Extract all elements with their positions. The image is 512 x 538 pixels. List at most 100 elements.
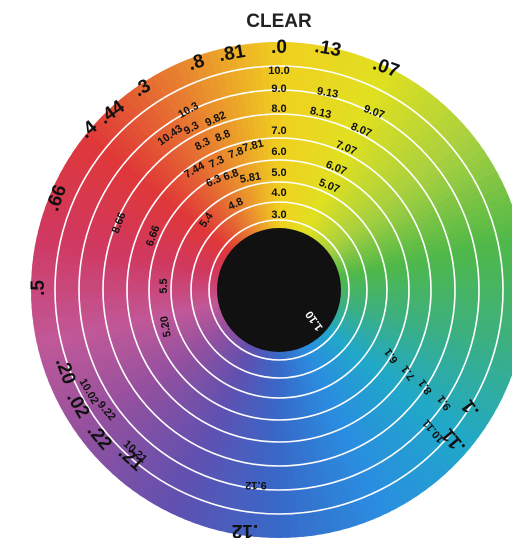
ring-label: 8.0 bbox=[271, 103, 286, 115]
hue-wedge bbox=[279, 290, 467, 466]
hue-wedge bbox=[279, 185, 512, 290]
hue-wedge bbox=[279, 290, 407, 512]
wheel-title: CLEAR bbox=[246, 11, 312, 32]
hue-wedge bbox=[85, 290, 279, 460]
hue-wedge bbox=[70, 290, 279, 440]
ring-9 bbox=[78, 89, 480, 491]
hue-wedge bbox=[35, 290, 280, 362]
hue-wedge bbox=[279, 290, 461, 472]
hue-wedge bbox=[116, 290, 279, 489]
hue-wedge bbox=[191, 51, 279, 290]
hue-wedge bbox=[233, 42, 279, 290]
hue-wedge bbox=[31, 290, 279, 328]
value-label: 5.81 bbox=[239, 170, 262, 186]
hue-wedge bbox=[31, 290, 279, 336]
hue-wedge bbox=[80, 290, 280, 453]
hue-wedge bbox=[279, 290, 421, 504]
hue-wedge bbox=[91, 114, 279, 291]
hue-wedge bbox=[159, 64, 279, 290]
ring-label: 10.0 bbox=[268, 65, 289, 77]
rim-label: .13 bbox=[313, 36, 343, 61]
hue-wedge bbox=[279, 290, 325, 538]
hue-wedge bbox=[241, 42, 279, 290]
hue-wedge bbox=[279, 290, 473, 460]
hue-wedge bbox=[279, 226, 512, 290]
hue-wedge bbox=[279, 91, 442, 291]
hue-wedge bbox=[267, 42, 282, 290]
ring-label: 1.0 bbox=[271, 230, 286, 242]
hue-wedges bbox=[31, 42, 512, 538]
hue-wedge bbox=[279, 290, 435, 494]
hue-wedge bbox=[279, 170, 505, 290]
hue-wedge bbox=[279, 290, 367, 529]
hue-wedge bbox=[279, 290, 414, 508]
hue-wedge bbox=[279, 290, 442, 489]
hue-wedge bbox=[80, 127, 280, 290]
hue-wedge bbox=[279, 290, 478, 453]
ring-label: 4.0 bbox=[271, 187, 286, 199]
hue-wedge bbox=[75, 290, 279, 446]
hue-wedge bbox=[49, 290, 280, 402]
hue-wedge bbox=[279, 244, 512, 290]
ring-label: 3.0 bbox=[271, 209, 286, 221]
hue-wedge bbox=[43, 290, 279, 387]
hue-wedge bbox=[40, 290, 279, 378]
hue-wedge bbox=[65, 290, 279, 432]
hue-wedge bbox=[144, 72, 279, 290]
hue-wedge bbox=[57, 290, 279, 418]
hue-wedge bbox=[103, 102, 280, 290]
hue-wedge bbox=[279, 114, 467, 291]
hue-wedge bbox=[91, 290, 279, 466]
hue-wedge bbox=[199, 48, 279, 291]
value-label: 5.5 bbox=[158, 278, 170, 293]
hue-wedge bbox=[33, 290, 280, 354]
hue-wedge bbox=[279, 155, 497, 290]
hue-wedge bbox=[279, 290, 308, 538]
hue-wedge bbox=[279, 120, 473, 290]
ring-label: 9.0 bbox=[271, 83, 286, 95]
value-label: 4.8 bbox=[226, 196, 245, 213]
hue-wedge bbox=[174, 57, 279, 290]
hue-wedge bbox=[279, 290, 384, 523]
value-label: 6.8 bbox=[222, 167, 240, 184]
hue-wedge bbox=[279, 290, 351, 534]
hue-wedge bbox=[182, 54, 279, 290]
hue-wedge bbox=[279, 178, 509, 290]
hue-wedge bbox=[123, 86, 279, 290]
hue-wedge bbox=[279, 218, 512, 290]
ring-label: 6.0 bbox=[271, 146, 286, 158]
value-label: 7.8 bbox=[227, 145, 245, 162]
value-label: 8.13 bbox=[309, 105, 332, 121]
hue-wedge bbox=[279, 162, 501, 290]
rim-label: .81 bbox=[217, 41, 247, 66]
ring-4 bbox=[190, 201, 368, 379]
value-label: 5.20 bbox=[158, 315, 174, 338]
hue-wedge bbox=[279, 290, 429, 499]
hue-wedge bbox=[151, 68, 279, 290]
hue-wedge bbox=[279, 290, 317, 538]
hue-wedge bbox=[279, 148, 493, 290]
hue-wedge bbox=[37, 290, 280, 370]
ring-6 bbox=[148, 159, 410, 421]
hue-wedge bbox=[279, 210, 512, 290]
hue-wedge bbox=[116, 91, 279, 291]
hue-wedge bbox=[279, 290, 399, 516]
hue-wedge bbox=[215, 44, 279, 291]
hue-wedge bbox=[61, 290, 280, 425]
hue-wedge bbox=[279, 235, 512, 290]
hue-wedge bbox=[32, 290, 279, 345]
ring-8 bbox=[102, 113, 456, 467]
hue-wedge bbox=[279, 96, 449, 290]
ring-label: 5.0 bbox=[271, 167, 286, 179]
hue-wedge bbox=[103, 290, 280, 478]
hue-wedge bbox=[129, 81, 279, 290]
hue-wedge bbox=[279, 290, 359, 532]
hue-wedge bbox=[46, 290, 279, 395]
hue-wedge bbox=[279, 261, 512, 290]
value-label: 7.81 bbox=[241, 138, 265, 155]
value-label: 9.13 bbox=[316, 85, 339, 101]
hue-wedge bbox=[279, 290, 391, 520]
ring-7 bbox=[126, 137, 432, 443]
value-label: 7.3 bbox=[207, 154, 226, 171]
hue-wedge bbox=[97, 108, 279, 290]
